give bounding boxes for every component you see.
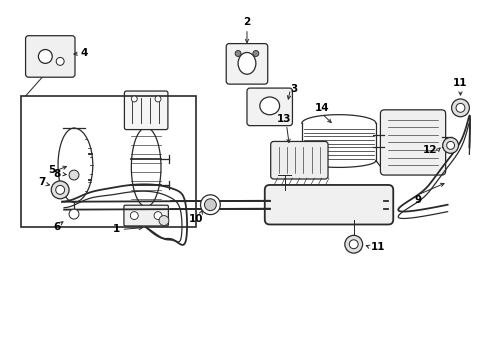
FancyBboxPatch shape bbox=[380, 110, 445, 175]
Circle shape bbox=[51, 181, 69, 199]
Text: 13: 13 bbox=[277, 114, 292, 124]
FancyBboxPatch shape bbox=[124, 205, 169, 226]
Text: 7: 7 bbox=[39, 177, 46, 187]
Text: 12: 12 bbox=[422, 145, 437, 156]
Circle shape bbox=[159, 216, 169, 225]
Text: 6: 6 bbox=[53, 222, 61, 233]
Ellipse shape bbox=[238, 53, 256, 74]
Text: 3: 3 bbox=[291, 84, 298, 94]
Circle shape bbox=[253, 50, 259, 57]
Circle shape bbox=[69, 170, 79, 180]
Circle shape bbox=[235, 50, 241, 57]
Text: 4: 4 bbox=[80, 49, 88, 58]
Circle shape bbox=[56, 58, 64, 66]
Circle shape bbox=[442, 138, 459, 153]
Circle shape bbox=[204, 199, 217, 211]
Text: 2: 2 bbox=[244, 17, 250, 27]
Text: 10: 10 bbox=[188, 213, 203, 224]
Text: 8: 8 bbox=[53, 169, 61, 179]
Circle shape bbox=[345, 235, 363, 253]
Circle shape bbox=[131, 96, 137, 102]
Circle shape bbox=[456, 103, 465, 112]
Circle shape bbox=[69, 209, 79, 219]
Text: 1: 1 bbox=[113, 224, 120, 234]
Circle shape bbox=[56, 185, 65, 194]
FancyBboxPatch shape bbox=[25, 36, 75, 77]
FancyBboxPatch shape bbox=[124, 91, 168, 130]
Circle shape bbox=[349, 240, 358, 249]
Circle shape bbox=[155, 96, 161, 102]
FancyBboxPatch shape bbox=[270, 141, 328, 179]
Bar bbox=[21, 96, 196, 228]
Circle shape bbox=[130, 212, 138, 220]
Circle shape bbox=[452, 99, 469, 117]
Text: 11: 11 bbox=[453, 78, 468, 88]
Text: 5: 5 bbox=[49, 165, 56, 175]
Circle shape bbox=[447, 141, 455, 149]
Circle shape bbox=[200, 195, 220, 215]
Text: 9: 9 bbox=[415, 195, 421, 205]
Text: 14: 14 bbox=[315, 103, 329, 113]
FancyBboxPatch shape bbox=[247, 88, 293, 126]
Text: 11: 11 bbox=[371, 242, 386, 252]
Circle shape bbox=[154, 212, 162, 220]
FancyBboxPatch shape bbox=[265, 185, 393, 225]
Ellipse shape bbox=[260, 97, 280, 115]
Circle shape bbox=[38, 50, 52, 63]
FancyBboxPatch shape bbox=[226, 44, 268, 84]
